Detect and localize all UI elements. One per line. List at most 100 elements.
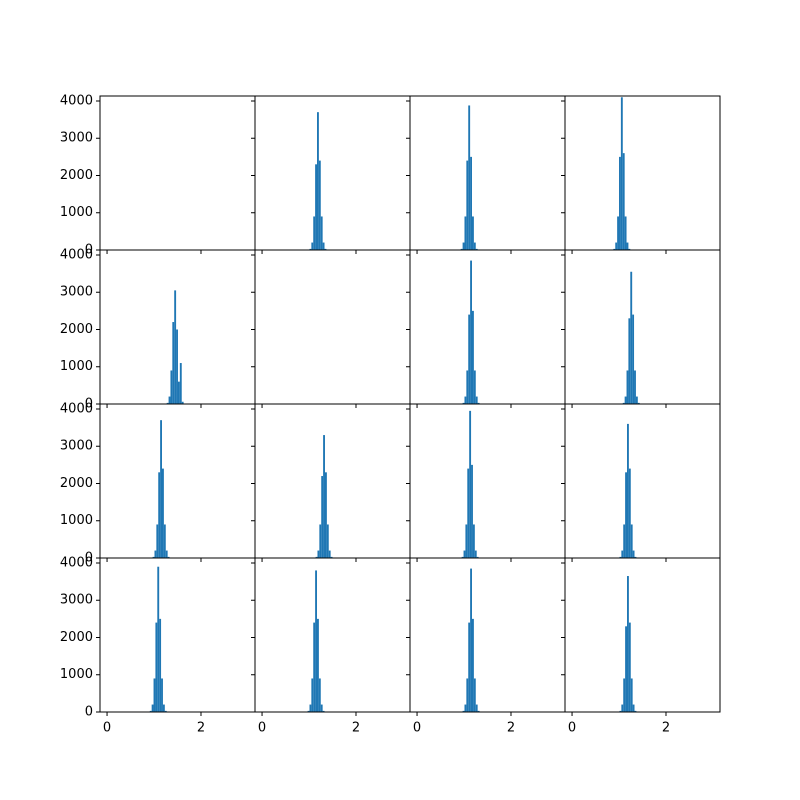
bar [635,396,638,404]
bar [464,704,467,712]
bar [160,420,162,558]
bar [622,153,625,250]
bar [472,524,475,558]
bar [634,556,637,558]
bar [468,314,471,404]
bar [162,468,164,558]
bar [307,710,310,712]
y-tick-label: 2000 [60,322,93,337]
x-tick-label: 2 [507,721,515,736]
bar [162,704,165,712]
x-tick-label: 0 [413,721,421,736]
y-tick-label: 1000 [60,513,93,528]
y-tick-label: 4000 [60,555,93,570]
y-tick-label: 0 [85,551,93,566]
bar [149,710,152,712]
bar [637,402,640,404]
y-tick-label: 1000 [60,205,93,220]
bar [630,271,633,404]
bar [477,402,480,404]
bar [170,370,173,404]
bar [315,570,317,712]
bar [320,704,323,712]
bar [617,216,620,250]
bar [172,322,175,404]
axes-frame [254,557,411,713]
bar [319,524,322,558]
bar [623,678,626,712]
bar [468,105,471,250]
axes-frame [564,557,721,713]
bar [463,550,466,558]
bar [627,423,629,558]
bar [159,618,162,712]
bar [470,260,472,404]
bar [318,160,321,250]
y-tick-label: 2000 [60,630,93,645]
bar [462,242,465,250]
axes-frame [564,249,721,405]
bar [179,363,182,404]
bar [466,678,469,712]
bar [476,556,479,558]
bar [621,704,624,712]
bar [628,622,631,712]
bar [473,242,476,250]
y-tick-label: 4000 [60,247,93,262]
bar [630,678,633,712]
axes-frame [564,403,721,559]
bar [624,396,627,404]
bar [166,402,169,404]
bar [165,550,168,558]
y-tick-label: 2000 [60,476,93,491]
bar [181,401,184,404]
x-tick-label: 0 [568,721,576,736]
bar [152,556,155,558]
y-tick-label: 2000 [60,168,93,183]
x-tick-label: 2 [662,721,670,736]
bar [623,524,626,558]
bar [320,216,323,250]
bar [324,472,327,558]
bar [153,678,156,712]
bar [473,678,476,712]
bar [628,468,631,558]
bar [474,550,477,558]
bar [315,164,317,250]
bar [330,556,333,558]
bar [328,550,331,558]
bar [620,97,623,250]
y-tick-label: 3000 [60,439,93,454]
bar [624,216,627,250]
bar [621,550,624,558]
bar [167,556,170,558]
bar [322,710,325,712]
bar [462,402,465,404]
x-tick-label: 2 [352,721,360,736]
bar [174,290,177,404]
y-tick-label: 3000 [60,285,93,300]
bar [470,568,472,712]
x-tick-label: 2 [197,721,205,736]
bar [472,216,474,250]
bar [627,576,629,712]
bar [309,704,312,712]
bar [311,678,314,712]
bar [475,248,478,250]
bar [155,622,158,712]
bar [318,678,321,712]
bar [464,216,467,250]
bar [475,704,478,712]
bar [156,524,159,558]
y-tick-label: 1000 [60,359,93,374]
axes-frame [254,249,411,405]
axes-frame [409,95,566,251]
y-tick-label: 0 [85,243,93,258]
bar [315,556,318,558]
bar [464,396,467,404]
bar [469,410,472,558]
bar [176,329,178,404]
bar [465,524,468,558]
bar [634,710,637,712]
axes-frame [409,557,566,713]
